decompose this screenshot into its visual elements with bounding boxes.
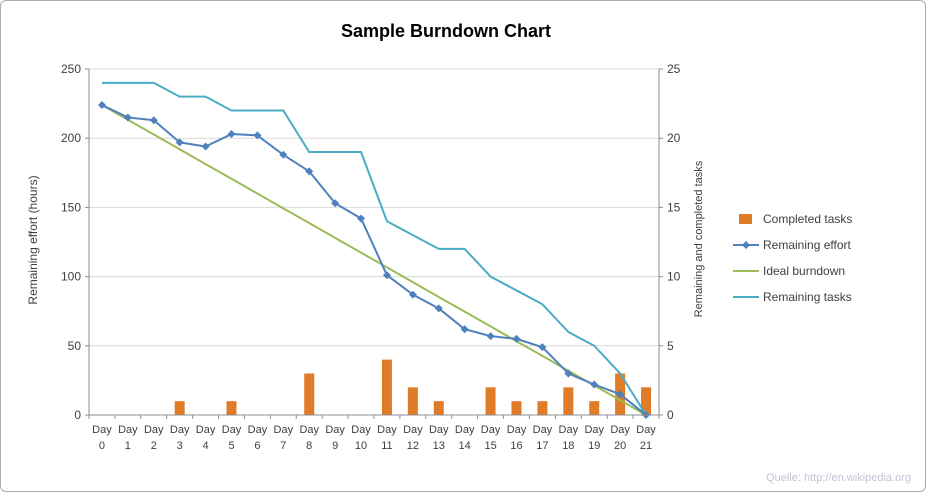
svg-text:Day: Day <box>325 424 345 436</box>
svg-text:0: 0 <box>99 440 105 452</box>
svg-text:Day: Day <box>299 424 319 436</box>
svg-text:5: 5 <box>228 440 234 452</box>
svg-text:10: 10 <box>355 440 367 452</box>
svg-text:20: 20 <box>667 131 681 145</box>
svg-text:6: 6 <box>254 440 260 452</box>
svg-text:0: 0 <box>667 408 674 422</box>
svg-text:17: 17 <box>536 440 548 452</box>
svg-text:Day: Day <box>144 424 164 436</box>
svg-text:Day: Day <box>636 424 656 436</box>
svg-text:8: 8 <box>306 440 312 452</box>
svg-text:2: 2 <box>151 440 157 452</box>
svg-text:Day: Day <box>455 424 475 436</box>
svg-text:Day: Day <box>92 424 112 436</box>
chart-legend: Completed tasks Remaining effort Ideal bur… <box>733 212 852 304</box>
legend-item-completed-tasks: Completed tasks <box>733 212 852 226</box>
svg-text:7: 7 <box>280 440 286 452</box>
svg-text:25: 25 <box>667 62 681 76</box>
axes <box>85 68 663 419</box>
svg-text:11: 11 <box>381 440 392 452</box>
svg-text:Day: Day <box>559 424 579 436</box>
legend-label: Remaining tasks <box>763 290 852 304</box>
legend-label: Ideal burndown <box>763 264 846 278</box>
legend-label: Remaining effort <box>763 238 851 252</box>
svg-text:15: 15 <box>484 440 496 452</box>
svg-text:Day: Day <box>351 424 371 436</box>
series-completed-tasks <box>174 359 652 415</box>
svg-text:14: 14 <box>459 440 471 452</box>
svg-text:Day: Day <box>170 424 190 436</box>
svg-text:10: 10 <box>667 270 681 284</box>
svg-text:3: 3 <box>177 440 183 452</box>
legend-line-swatch-icon <box>733 270 759 272</box>
legend-label: Completed tasks <box>763 212 853 226</box>
svg-text:19: 19 <box>588 440 600 452</box>
svg-text:250: 250 <box>61 62 81 76</box>
svg-text:0: 0 <box>74 408 81 422</box>
svg-text:Day: Day <box>118 424 138 436</box>
svg-text:Day: Day <box>274 424 294 436</box>
svg-text:100: 100 <box>61 270 81 284</box>
svg-text:Day: Day <box>584 424 604 436</box>
gridlines <box>89 68 659 347</box>
svg-text:Day: Day <box>222 424 242 436</box>
legend-line-swatch-icon <box>733 241 759 249</box>
svg-text:150: 150 <box>61 200 81 214</box>
legend-item-remaining-effort: Remaining effort <box>733 238 852 252</box>
legend-line-swatch-icon <box>733 296 759 298</box>
svg-text:1: 1 <box>125 440 131 452</box>
svg-text:Day: Day <box>403 424 423 436</box>
legend-item-remaining-tasks: Remaining tasks <box>733 290 852 304</box>
svg-text:Day: Day <box>610 424 630 436</box>
svg-text:21: 21 <box>640 440 652 452</box>
series-remaining-effort <box>97 100 651 419</box>
legend-bar-swatch-icon <box>739 214 752 224</box>
chart-title: Sample Burndown Chart <box>340 21 551 41</box>
svg-text:Day: Day <box>533 424 553 436</box>
svg-text:50: 50 <box>68 339 82 353</box>
axis-tick-labels: 0 50 100 150 200 250 0 5 10 15 20 25 Day 0 Day 1 Day 2 Day… <box>61 62 681 452</box>
svg-text:Day: Day <box>429 424 449 436</box>
svg-text:Day: Day <box>248 424 268 436</box>
svg-text:Day: Day <box>481 424 501 436</box>
svg-text:4: 4 <box>203 440 209 452</box>
svg-text:Day: Day <box>196 424 216 436</box>
series-ideal-burndown <box>101 104 647 416</box>
source-note: Quelle: http://en.wikipedia.org <box>766 472 911 484</box>
series-remaining-tasks <box>101 81 647 416</box>
svg-text:5: 5 <box>667 339 674 353</box>
svg-text:12: 12 <box>407 440 419 452</box>
svg-text:Day: Day <box>507 424 527 436</box>
svg-text:18: 18 <box>562 440 574 452</box>
svg-text:13: 13 <box>433 440 445 452</box>
svg-text:20: 20 <box>614 440 626 452</box>
svg-text:15: 15 <box>667 200 681 214</box>
svg-text:16: 16 <box>510 440 522 452</box>
legend-item-ideal-burndown: Ideal burndown <box>733 264 852 278</box>
svg-text:200: 200 <box>61 131 81 145</box>
svg-text:9: 9 <box>332 440 338 452</box>
svg-text:Day: Day <box>377 424 397 436</box>
